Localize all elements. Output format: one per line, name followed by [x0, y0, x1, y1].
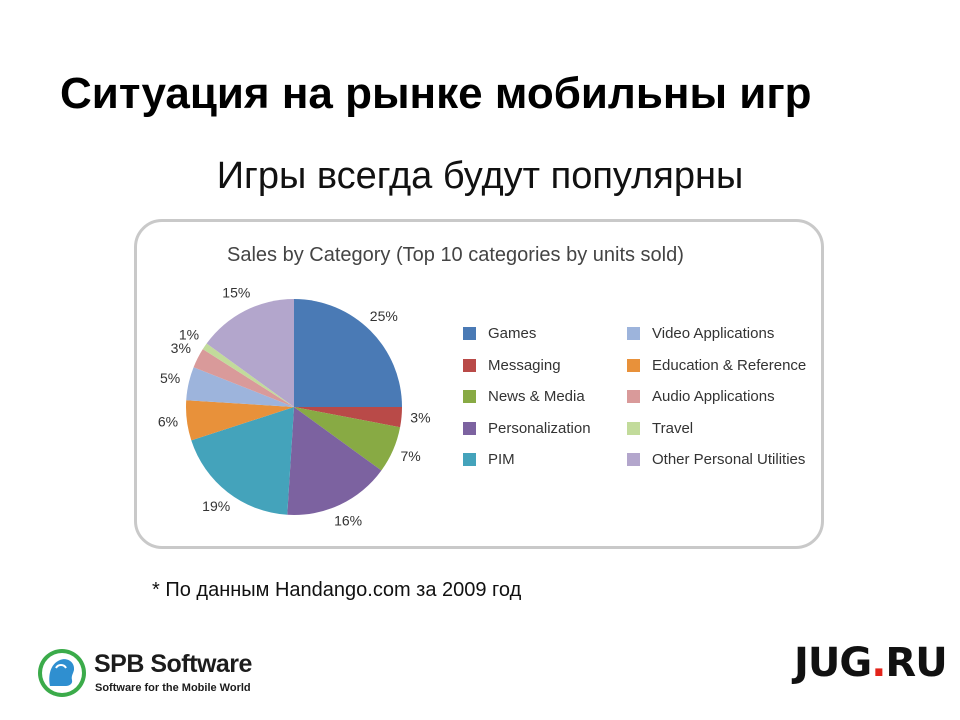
slide-subtitle: Игры всегда будут популярны: [216, 155, 744, 197]
legend-item-audio-applications: Audio Applications: [627, 381, 806, 413]
legend-item-personalization: Personalization: [463, 413, 591, 445]
legend-swatch: [463, 421, 476, 435]
legend-label: PIM: [488, 451, 515, 469]
legend-item-other-personal-utilities: Other Personal Utilities: [627, 444, 806, 476]
legend-item-video-applications: Video Applications: [627, 318, 806, 350]
pie-slice-personalization: [287, 407, 382, 516]
jug-logo-part1: JUG: [794, 640, 872, 686]
pie-slice-pim: [191, 407, 294, 515]
pie-slice-news-and-media: [294, 407, 401, 471]
legend-label: Travel: [652, 419, 694, 437]
slice-label-video-applications: 5%: [160, 370, 180, 386]
jug-logo-dot: .: [871, 640, 886, 686]
legend-swatch: [463, 327, 476, 341]
legend-item-games: Games: [463, 318, 591, 350]
chart-title: Sales by Category (Top 10 categories by …: [227, 244, 684, 266]
pie-slice-games: [294, 299, 402, 407]
legend-item-education-and-reference: Education & Reference: [627, 350, 806, 382]
spb-globe-face-icon: [38, 649, 86, 697]
slice-label-personalization: 16%: [334, 513, 362, 529]
jug-logo-part2: RU: [885, 640, 947, 686]
legend-label: Games: [488, 325, 537, 343]
slice-label-travel: 1%: [179, 326, 199, 342]
legend-swatch: [627, 421, 640, 435]
legend-swatch: [627, 327, 640, 341]
slice-label-messaging: 3%: [410, 410, 430, 426]
legend-column-1: Games Messaging News & Media Personalizatio…: [463, 318, 591, 476]
legend-label: Personalization: [488, 419, 591, 437]
pie-slice-travel: [202, 343, 294, 407]
footnote: * По данным Handango.com за 2009 год: [152, 579, 522, 601]
legend-swatch: [627, 390, 640, 404]
slide-title: Ситуация на рынке мобильны игр: [60, 69, 812, 118]
chart-panel: Sales by Category (Top 10 categories by …: [134, 219, 824, 549]
pie-slice-video-applications: [186, 367, 294, 407]
legend-label: Video Applications: [652, 325, 775, 343]
slice-label-other-personal-utilities: 15%: [222, 285, 250, 301]
pie-slice-messaging: [294, 407, 402, 428]
legend-item-news-and-media: News & Media: [463, 381, 591, 413]
pie-slice-other-personal-utilities: [206, 299, 294, 407]
slice-label-news-and-media: 7%: [400, 448, 420, 464]
legend-swatch: [463, 390, 476, 404]
legend-label: Audio Applications: [652, 388, 775, 406]
spb-name: SPB Software: [94, 650, 252, 678]
legend-item-messaging: Messaging: [463, 350, 591, 382]
spb-tagline: Software for the Mobile World: [95, 682, 251, 694]
pie-slice-audio-applications: [193, 349, 294, 407]
legend-label: Education & Reference: [652, 356, 807, 374]
pie-chart: 25%3%7%16%19%6%5%3%1%15%: [158, 285, 431, 529]
legend-swatch: [463, 358, 476, 372]
legend-swatch: [463, 453, 476, 467]
legend-label: News & Media: [488, 388, 585, 406]
slice-label-games: 25%: [370, 308, 398, 324]
legend-swatch: [627, 453, 640, 467]
legend-label: Other Personal Utilities: [652, 451, 806, 469]
jug-logo: JUG.RU: [794, 640, 948, 686]
spb-logo: SPB Software Software for the Mobile Wor…: [36, 644, 252, 704]
slice-label-audio-applications: 3%: [171, 340, 191, 356]
slice-label-pim: 19%: [202, 498, 230, 514]
pie-slice-education-and-reference: [185, 400, 294, 441]
legend-swatch: [627, 358, 640, 372]
legend-column-2: Video Applications Education & Reference A…: [627, 318, 806, 476]
legend-item-travel: Travel: [627, 413, 806, 445]
legend-item-pim: PIM: [463, 444, 591, 476]
legend-label: Messaging: [488, 356, 561, 374]
slice-label-education-and-reference: 6%: [158, 414, 178, 430]
